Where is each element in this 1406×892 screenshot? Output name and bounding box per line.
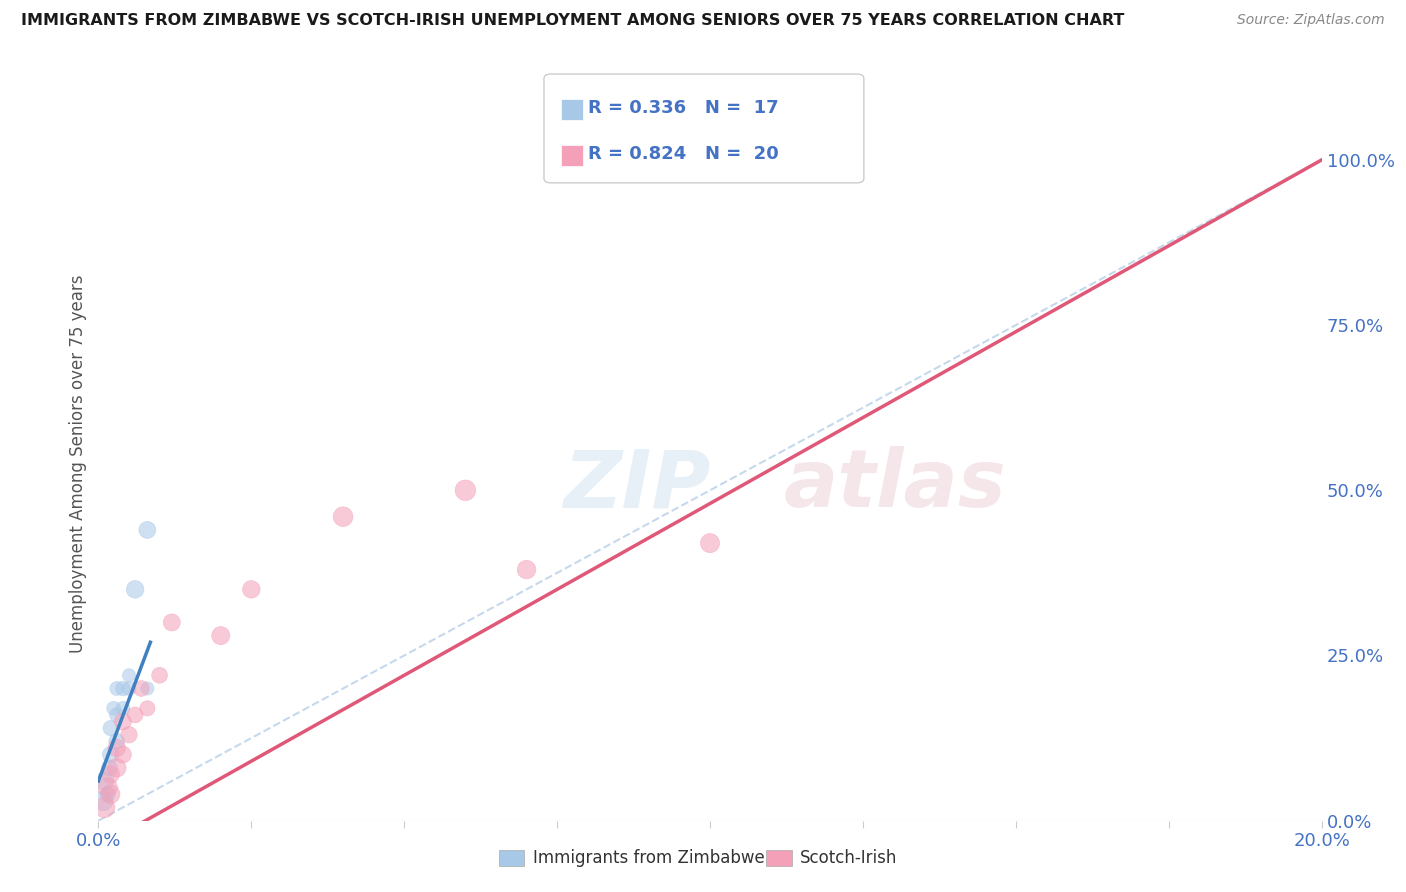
Point	[98, 761, 121, 775]
Text: Scotch-Irish: Scotch-Irish	[800, 849, 897, 867]
Text: Source: ZipAtlas.com: Source: ZipAtlas.com	[1237, 13, 1385, 28]
Point	[105, 681, 128, 696]
Point	[105, 741, 128, 756]
Point	[111, 714, 134, 729]
Point	[160, 615, 183, 630]
Point	[149, 668, 172, 682]
Text: Immigrants from Zimbabwe: Immigrants from Zimbabwe	[533, 849, 765, 867]
Point	[100, 721, 122, 735]
Point	[100, 747, 122, 762]
Point	[93, 774, 115, 789]
Point	[454, 483, 477, 498]
Text: R = 0.336   N =  17: R = 0.336 N = 17	[588, 99, 779, 117]
Point	[129, 681, 152, 696]
Point	[103, 701, 125, 715]
Point	[136, 701, 159, 715]
Point	[699, 536, 721, 550]
Point	[105, 707, 128, 722]
Y-axis label: Unemployment Among Seniors over 75 years: Unemployment Among Seniors over 75 years	[69, 275, 87, 653]
Point	[91, 794, 114, 808]
Point	[105, 734, 128, 748]
Point	[97, 787, 120, 801]
Point	[105, 761, 128, 775]
Point	[100, 787, 122, 801]
Point	[240, 582, 263, 597]
Text: atlas: atlas	[783, 446, 1007, 524]
Point	[124, 582, 146, 597]
Point	[136, 523, 159, 537]
Text: R = 0.824   N =  20: R = 0.824 N = 20	[588, 145, 779, 163]
Point	[111, 747, 134, 762]
Point	[118, 668, 141, 682]
Point	[516, 563, 538, 577]
Point	[209, 629, 232, 643]
Text: IMMIGRANTS FROM ZIMBABWE VS SCOTCH-IRISH UNEMPLOYMENT AMONG SENIORS OVER 75 YEAR: IMMIGRANTS FROM ZIMBABWE VS SCOTCH-IRISH…	[21, 13, 1125, 29]
Text: ZIP: ZIP	[564, 446, 710, 524]
Point	[97, 780, 120, 795]
Point	[332, 509, 354, 524]
Point	[136, 681, 159, 696]
Point	[111, 701, 134, 715]
Point	[118, 728, 141, 742]
Point	[93, 800, 115, 814]
Point	[124, 707, 146, 722]
Point	[118, 681, 141, 696]
Point	[111, 681, 134, 696]
Point	[100, 767, 122, 781]
